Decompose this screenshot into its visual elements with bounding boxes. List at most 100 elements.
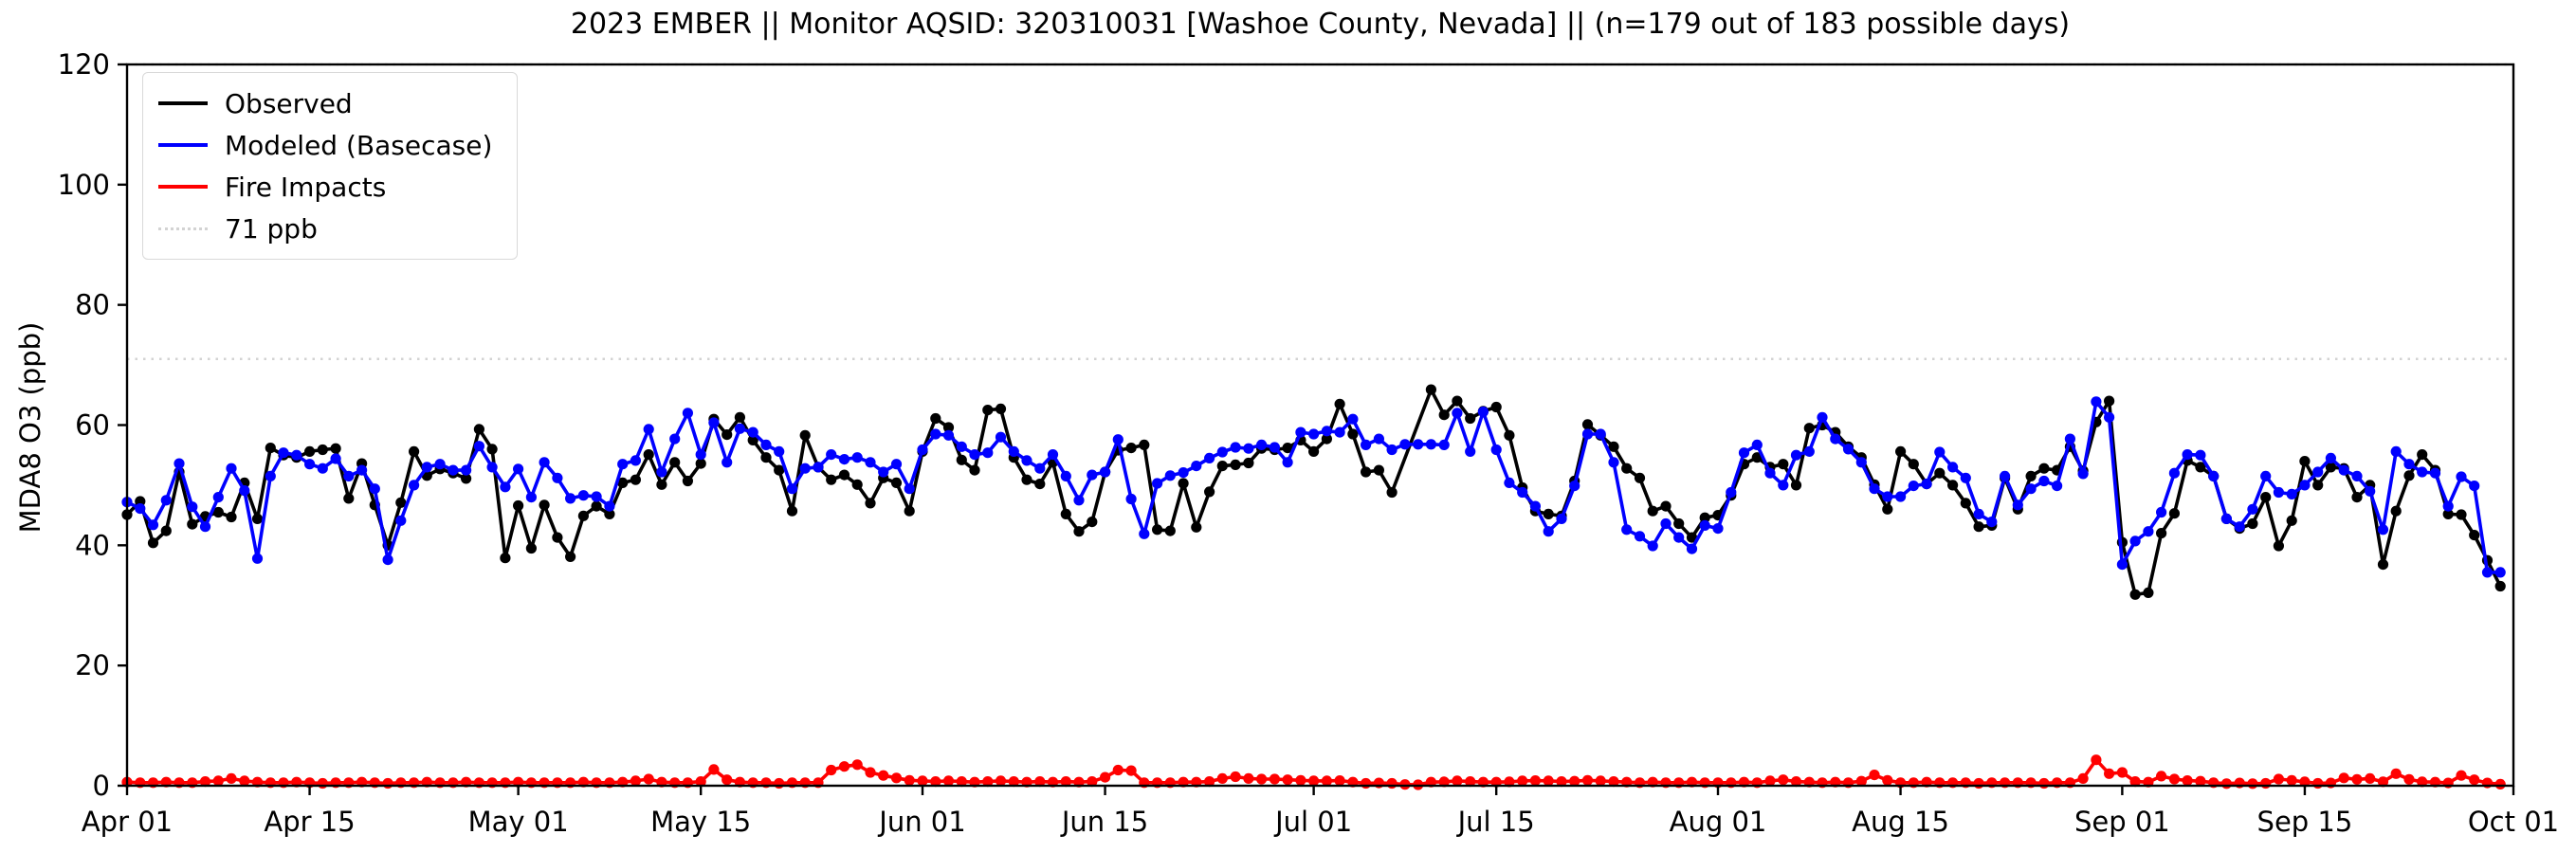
data-point: [1726, 486, 1737, 499]
data-point: [212, 775, 224, 787]
data-point: [565, 493, 576, 504]
data-point: [838, 454, 850, 465]
data-point: [969, 449, 980, 461]
data-point: [2286, 774, 2297, 786]
data-point: [409, 480, 420, 491]
data-point: [513, 463, 524, 475]
data-point: [851, 759, 863, 771]
legend-item-modeled-basecase-: Modeled (Basecase): [158, 124, 492, 166]
data-point: [2116, 559, 2128, 571]
data-point: [356, 464, 368, 476]
x-tick-label: Oct 01: [2468, 806, 2559, 838]
data-point: [656, 466, 667, 478]
data-point: [2442, 500, 2454, 512]
data-point: [461, 473, 472, 484]
data-point: [1164, 525, 1176, 536]
y-tick-label: 20: [75, 649, 110, 681]
data-point: [461, 464, 472, 476]
data-point: [1608, 457, 1619, 468]
data-point: [1947, 480, 1959, 491]
data-point: [2260, 492, 2272, 503]
data-point: [630, 775, 642, 787]
data-point: [2129, 535, 2141, 547]
data-point: [1543, 526, 1554, 537]
data-point: [942, 422, 955, 433]
data-point: [695, 776, 706, 788]
data-point: [669, 433, 681, 445]
data-point: [930, 776, 941, 788]
data-point: [1321, 426, 1332, 437]
data-point: [982, 447, 994, 459]
y-tick-label: 60: [75, 409, 110, 442]
data-point: [160, 525, 172, 536]
legend-label: 71 ppb: [225, 212, 318, 245]
data-point: [1361, 777, 1372, 789]
data-point: [1230, 442, 1241, 453]
data-point: [2156, 528, 2167, 539]
data-point: [1947, 462, 1959, 473]
data-point: [722, 429, 733, 441]
data-point: [1621, 463, 1633, 474]
data-point: [1230, 459, 1241, 470]
x-tick-label: Jul 15: [1456, 806, 1535, 838]
data-point: [1465, 445, 1476, 457]
data-point: [2234, 521, 2245, 533]
data-point: [1321, 775, 1332, 787]
data-point: [2429, 467, 2441, 479]
data-point: [1438, 439, 1450, 450]
data-point: [2077, 772, 2089, 785]
data-point: [1608, 441, 1619, 452]
data-point: [1934, 446, 1946, 458]
legend-label: Fire Impacts: [225, 171, 387, 203]
data-point: [1361, 466, 1372, 478]
data-point: [591, 500, 602, 512]
data-point: [1908, 459, 1919, 470]
data-point: [1334, 398, 1345, 409]
data-point: [473, 424, 484, 435]
data-point: [2338, 464, 2349, 476]
data-point: [1243, 443, 1254, 454]
data-point: [1399, 439, 1411, 450]
data-point: [382, 554, 393, 566]
data-point: [291, 449, 302, 461]
data-point: [212, 492, 224, 503]
data-point: [774, 445, 785, 457]
data-point: [982, 776, 994, 788]
data-point: [1087, 517, 1098, 528]
y-tick-label: 40: [75, 529, 110, 561]
data-point: [2351, 492, 2363, 503]
data-point: [1438, 409, 1450, 421]
data-point: [1634, 472, 1646, 483]
data-point: [2273, 773, 2284, 785]
data-point: [1413, 439, 1424, 450]
data-point: [369, 483, 380, 495]
data-point: [1243, 457, 1254, 469]
data-point: [2260, 777, 2272, 789]
data-point: [473, 441, 484, 452]
data-point: [2000, 470, 2011, 481]
data-point: [2104, 411, 2115, 423]
data-point: [147, 537, 159, 549]
data-point: [643, 449, 654, 461]
data-point: [1569, 775, 1580, 787]
data-point: [2012, 499, 2023, 511]
data-point: [2038, 475, 2050, 487]
data-point: [643, 424, 654, 435]
data-point: [1295, 774, 1306, 786]
x-tick-label: Apr 01: [82, 806, 173, 838]
data-point: [1543, 775, 1554, 787]
data-point: [2312, 777, 2324, 789]
data-point: [1308, 775, 1320, 787]
data-point: [786, 505, 798, 517]
y-tick-label: 120: [58, 48, 110, 81]
data-point: [1373, 433, 1384, 445]
data-point: [251, 553, 264, 564]
data-point: [2064, 433, 2075, 445]
data-point: [734, 411, 746, 423]
data-point: [2456, 471, 2467, 482]
data-point: [304, 459, 316, 470]
data-point: [1882, 491, 1893, 502]
data-point: [1869, 483, 1880, 495]
data-point: [2156, 771, 2167, 782]
